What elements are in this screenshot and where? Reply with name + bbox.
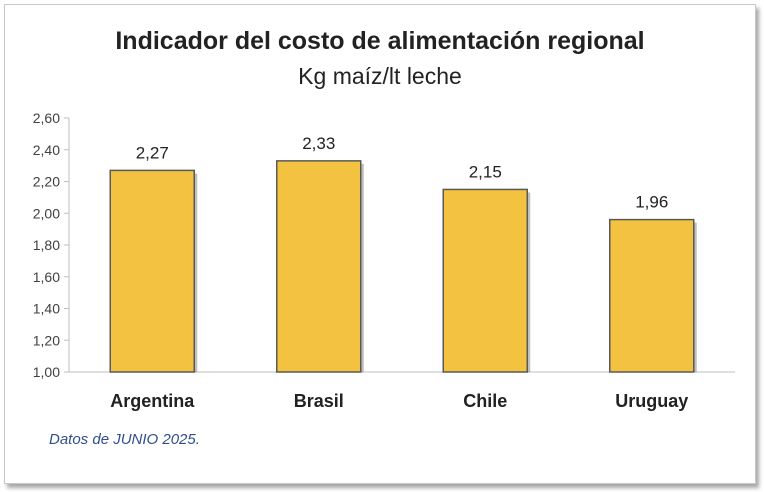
x-tick-label: Chile — [463, 391, 507, 411]
y-tick-label: 2,00 — [33, 205, 60, 221]
data-label: 2,27 — [136, 143, 169, 162]
bar-chart-plot: 1,00 1,20 1,40 1,60 1,80 2,00 2,20 2,40 2,60 2,27… — [33, 110, 735, 411]
y-tick-label: 2,40 — [33, 142, 60, 158]
x-tick-label: Argentina — [110, 391, 195, 411]
y-tick-label: 2,60 — [33, 110, 60, 126]
y-tick-label: 1,00 — [33, 364, 60, 380]
chart-title: Indicador del costo de alimentación regi… — [115, 27, 645, 55]
y-tick-label: 1,40 — [33, 301, 60, 317]
x-tick-label: Brasil — [294, 391, 344, 411]
chart-footnote: Datos de JUNIO 2025. — [49, 431, 200, 448]
chart-frame: Indicador del costo de alimentación regi… — [4, 4, 756, 484]
y-tick-label: 1,20 — [33, 332, 60, 348]
bar — [109, 169, 195, 373]
bar — [276, 160, 362, 373]
data-label: 2,15 — [469, 162, 502, 181]
y-tick-label: 1,60 — [33, 269, 60, 285]
y-tick-label: 1,80 — [33, 237, 60, 253]
x-tick-label: Uruguay — [615, 391, 688, 411]
bar — [609, 218, 695, 373]
y-tick-label: 2,20 — [33, 174, 60, 190]
bar — [442, 188, 528, 373]
data-label: 2,33 — [302, 134, 335, 153]
chart-subtitle: Kg maíz/lt leche — [298, 63, 462, 89]
data-label: 1,96 — [635, 193, 668, 212]
